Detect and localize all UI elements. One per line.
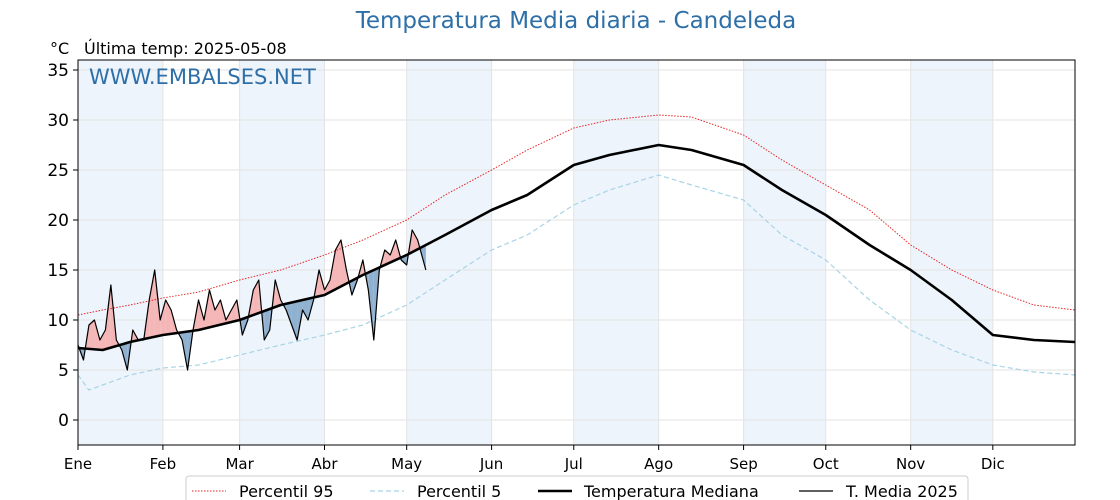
legend-label: Percentil 95 xyxy=(239,482,334,500)
above-median-fill xyxy=(335,240,341,290)
above-median-fill xyxy=(231,300,237,322)
below-median-fill xyxy=(423,245,426,270)
p5-line xyxy=(77,174,1076,391)
legend-label: Percentil 5 xyxy=(417,482,501,500)
legend-label: Temperatura Mediana xyxy=(583,482,759,500)
x-tick-label: Ago xyxy=(644,455,673,473)
series-lines xyxy=(77,114,1076,391)
legend-box xyxy=(185,475,969,500)
x-tick-label: Jul xyxy=(564,455,583,473)
x-tick-label: Jun xyxy=(479,455,503,473)
below-median-fill xyxy=(302,298,309,320)
month-band xyxy=(239,60,325,445)
month-bands xyxy=(78,60,993,445)
above-median-fill xyxy=(99,330,106,350)
y-tick-label: 20 xyxy=(47,211,69,231)
y-tick-label: 5 xyxy=(58,361,69,381)
above-median-fill xyxy=(412,230,418,253)
x-tick-label: Nov xyxy=(896,455,925,473)
current-year-line xyxy=(77,229,427,371)
above-median-fill xyxy=(88,320,95,350)
x-tick-label: Dic xyxy=(981,455,1005,473)
watermark: WWW.EMBALSES.NET xyxy=(89,65,316,89)
above-median-fill xyxy=(198,300,204,330)
axes: 0 5 10 15 20 25 30 35 Ene Feb Mar Abr May Jun Jul Ago Se… xyxy=(47,59,1076,473)
y-tick-label: 15 xyxy=(47,261,69,281)
chart-title: Temperatura Media diaria - Candeleda xyxy=(355,8,797,34)
last-temp-label: Última temp: 2025-05-08 xyxy=(84,39,287,58)
above-median-fill xyxy=(324,280,330,295)
x-tick-label: Feb xyxy=(150,455,177,473)
above-median-fill xyxy=(160,300,166,336)
legend: Percentil 95 Percentil 5 Temperatura Media… xyxy=(185,475,969,500)
below-median-fill xyxy=(286,302,292,325)
median-line xyxy=(77,143,1076,352)
above-median-fill xyxy=(340,240,347,287)
x-tick-label: Abr xyxy=(312,455,339,473)
plot-frame xyxy=(77,59,1076,446)
y-unit-label: °C xyxy=(50,39,70,58)
y-tick-label: 35 xyxy=(47,61,69,81)
legend-label: T. Media 2025 xyxy=(845,482,958,500)
above-median-fill xyxy=(253,280,259,315)
above-median-fill xyxy=(390,240,396,263)
above-median-fill xyxy=(94,320,100,350)
y-tick-label: 30 xyxy=(47,111,69,131)
x-tick-label: Mar xyxy=(225,455,254,473)
x-tick-label: May xyxy=(391,455,422,473)
month-band xyxy=(406,60,492,445)
above-median-fill xyxy=(209,290,215,328)
x-tick-label: Sep xyxy=(729,455,757,473)
below-median-fill xyxy=(291,301,298,340)
month-band xyxy=(78,60,163,445)
above-median-fill xyxy=(214,300,221,326)
p95-line xyxy=(77,114,1076,316)
x-tick-label: Ene xyxy=(64,455,92,473)
x-tick-label: Oct xyxy=(813,455,839,473)
month-band xyxy=(573,60,659,445)
y-tick-label: 0 xyxy=(58,411,69,431)
y-tick-label: 25 xyxy=(47,161,69,181)
y-tick-label: 10 xyxy=(47,311,69,331)
month-band xyxy=(910,60,993,445)
above-median-fill xyxy=(149,270,155,338)
